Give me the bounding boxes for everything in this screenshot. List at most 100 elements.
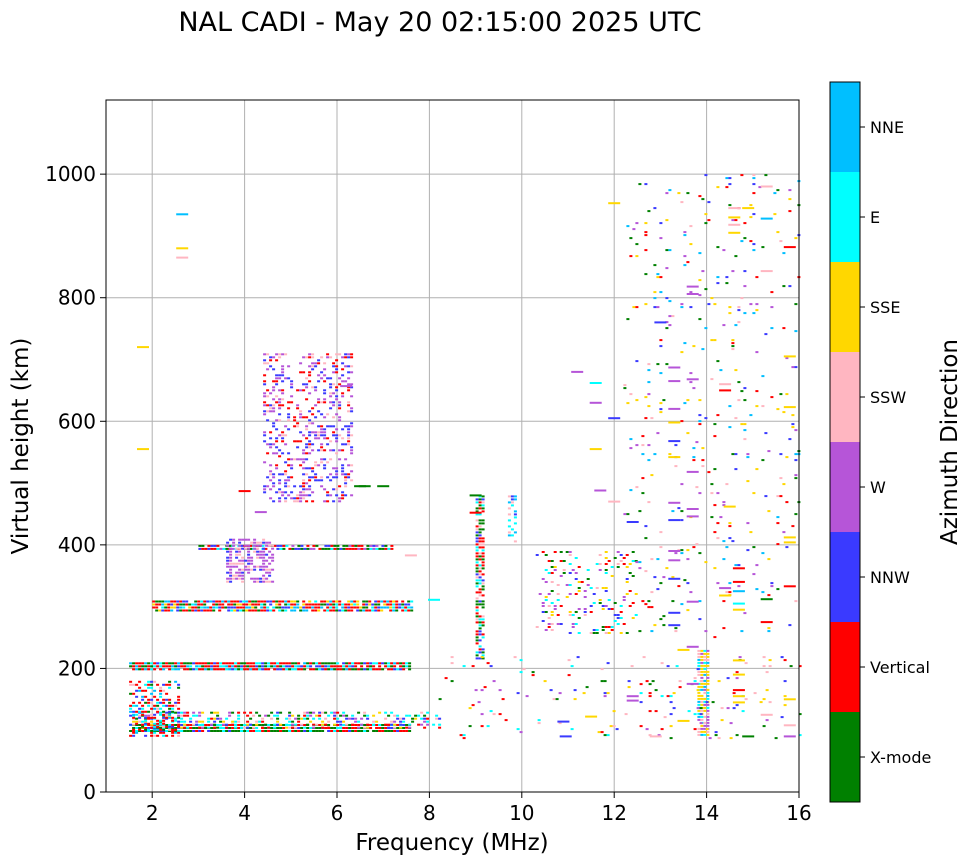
echo-point	[269, 365, 273, 368]
echo-point	[198, 726, 202, 729]
echo-point	[595, 632, 599, 634]
echo-point	[710, 483, 714, 486]
echo-point	[653, 264, 657, 267]
echo-point	[556, 623, 560, 625]
echo-point	[308, 380, 312, 383]
echo-point	[426, 720, 430, 723]
echo-point	[375, 724, 379, 726]
echo-point	[247, 568, 251, 571]
echo-point	[247, 544, 251, 547]
echo-point	[258, 730, 262, 732]
echo-point	[350, 479, 354, 482]
x-tick-label: 4	[238, 801, 251, 825]
echo-point	[230, 609, 234, 612]
echo-point	[232, 562, 236, 565]
echo-point	[236, 606, 240, 609]
echo-point	[481, 495, 485, 498]
echo-point	[347, 353, 351, 356]
echo-point	[326, 461, 330, 464]
echo-point	[665, 219, 669, 222]
echo-point	[350, 410, 354, 413]
echo-point	[269, 404, 273, 407]
colorbar-segment	[830, 82, 860, 172]
echo-point	[372, 665, 376, 668]
echo-point	[568, 611, 572, 613]
echo-point	[141, 720, 145, 723]
echo-point	[384, 711, 388, 714]
echo-point	[320, 434, 324, 437]
echo-point	[650, 417, 654, 420]
echo-point	[156, 701, 160, 704]
echo-point	[353, 606, 357, 609]
echo-point	[168, 701, 172, 704]
echo-point	[571, 569, 575, 571]
echo-point	[686, 261, 690, 264]
echo-point	[656, 432, 660, 435]
echo-point	[716, 276, 720, 279]
echo-point	[686, 609, 690, 612]
echo-point	[365, 603, 369, 606]
echo-point	[241, 538, 245, 541]
echo-point	[138, 728, 142, 731]
echo-point	[252, 730, 256, 732]
echo-point	[782, 327, 786, 330]
echo-point	[243, 665, 247, 668]
echo-point	[477, 701, 481, 704]
echo-point	[689, 381, 693, 384]
echo-point	[719, 389, 732, 392]
echo-point	[147, 727, 151, 729]
echo-point	[320, 431, 324, 434]
echo-point	[626, 225, 630, 228]
echo-point	[240, 665, 244, 668]
echo-point	[478, 537, 482, 540]
echo-point	[423, 720, 427, 723]
echo-point	[235, 550, 239, 553]
echo-point	[366, 723, 370, 726]
echo-point	[314, 365, 318, 368]
echo-point	[275, 380, 279, 383]
echo-point	[141, 723, 145, 726]
echo-point	[176, 256, 189, 259]
echo-point	[553, 566, 557, 568]
echo-point	[231, 668, 235, 671]
echo-point	[759, 701, 763, 704]
echo-point	[623, 384, 627, 387]
echo-point	[210, 711, 214, 714]
echo-point	[281, 434, 285, 437]
echo-point	[653, 576, 657, 579]
echo-point	[601, 629, 605, 631]
echo-point	[171, 725, 175, 728]
echo-point	[580, 581, 584, 583]
echo-point	[475, 612, 479, 615]
echo-point	[278, 609, 282, 612]
echo-point	[321, 665, 325, 668]
echo-point	[668, 624, 681, 627]
echo-point	[703, 721, 707, 724]
echo-point	[305, 488, 309, 491]
echo-point	[262, 553, 266, 556]
echo-point	[129, 680, 133, 683]
echo-point	[335, 473, 339, 476]
echo-point	[311, 476, 315, 479]
echo-point	[255, 668, 259, 671]
echo-point	[537, 719, 541, 722]
echo-point	[744, 662, 748, 665]
echo-point	[335, 470, 339, 473]
echo-point	[698, 552, 702, 555]
echo-point	[668, 550, 681, 552]
echo-point	[368, 603, 372, 606]
echo-point	[241, 556, 245, 559]
echo-point	[544, 554, 548, 556]
echo-point	[305, 482, 309, 485]
echo-point	[291, 668, 295, 671]
echo-point	[625, 581, 629, 583]
echo-point	[351, 723, 355, 726]
echo-point	[622, 596, 626, 598]
echo-point	[288, 547, 292, 550]
echo-point	[550, 629, 554, 631]
echo-point	[450, 656, 454, 659]
echo-point	[697, 718, 701, 721]
echo-point	[568, 551, 572, 553]
echo-point	[255, 662, 259, 665]
echo-point	[278, 419, 282, 422]
